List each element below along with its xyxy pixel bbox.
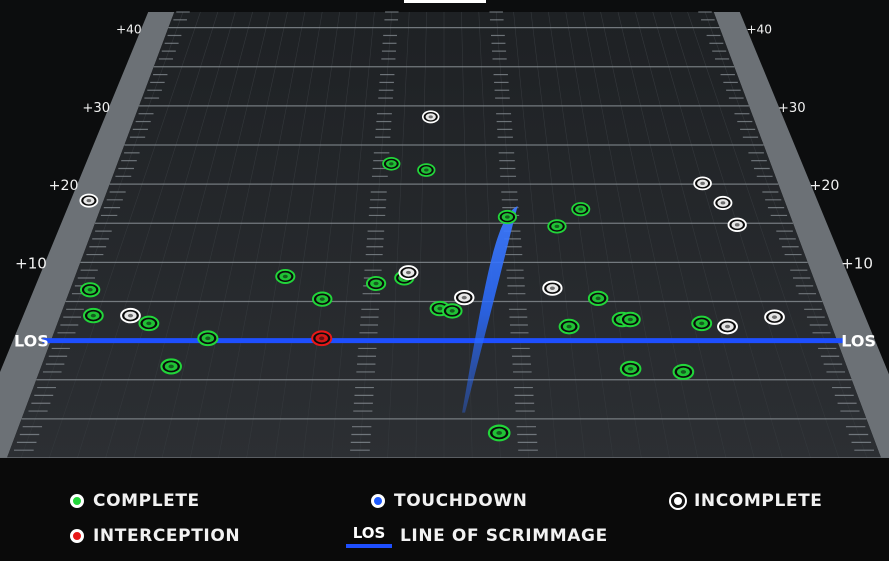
incomplete-point (717, 318, 738, 335)
incomplete-point (727, 217, 747, 232)
legend-label-incomplete: INCOMPLETE (694, 491, 823, 511)
grid-line (359, 11, 393, 458)
complete-point (138, 315, 160, 332)
grid-line (133, 11, 253, 458)
complete-point (619, 311, 641, 328)
incomplete-point (79, 193, 99, 208)
los-legend-badge: LOS (346, 524, 392, 548)
interception-point (311, 330, 333, 347)
grid-line (530, 11, 586, 458)
incomplete-point (542, 280, 563, 296)
complete-point (311, 291, 333, 307)
right-sideline (713, 12, 889, 458)
legend-label-complete: COMPLETE (93, 491, 200, 511)
grid-line (513, 11, 558, 458)
complete-point (275, 269, 296, 284)
complete-marker-icon (70, 494, 84, 508)
complete-point (82, 307, 104, 324)
los-legend-line-icon (346, 544, 392, 548)
interception-marker-icon (70, 529, 84, 543)
legend-label-touchdown: TOUCHDOWN (394, 491, 528, 511)
y-tick-label-right: +30 (778, 101, 806, 116)
legend-item-incomplete: INCOMPLETE (671, 491, 823, 511)
complete-point (382, 157, 401, 171)
incomplete-marker-icon (671, 494, 685, 508)
left-sideline (0, 12, 175, 458)
grid-line (565, 11, 642, 458)
grid-line (669, 11, 811, 458)
grid-line (652, 11, 783, 458)
complete-point (619, 360, 642, 377)
grid-line (687, 11, 840, 458)
legend-item-line-of-scrimmage: LINE OF SCRIMMAGE (400, 526, 608, 546)
grid-line (495, 11, 529, 458)
complete-point (587, 290, 609, 306)
complete-point (497, 209, 517, 225)
grid-line (415, 11, 427, 458)
y-tick-label-left: +30 (82, 101, 110, 116)
grid-line (635, 11, 755, 458)
grid-line (548, 11, 614, 458)
legend-item-complete: COMPLETE (70, 491, 200, 511)
grid-line (600, 11, 699, 458)
grid-line (20, 11, 184, 458)
los-label-left: LOS (14, 332, 49, 351)
incomplete-point (421, 110, 440, 124)
y-tick-label-right: +40 (746, 23, 772, 37)
complete-point (441, 303, 463, 319)
pass-chart-field: +10 +10 +20 +20 +30 +30 +40 +40 LOS LOS (0, 0, 889, 458)
complete-point (197, 330, 219, 347)
grid-line (246, 11, 323, 458)
los-label-right: LOS (841, 332, 876, 351)
complete-point (547, 219, 567, 234)
los-legend-badge-text: LOS (352, 524, 386, 542)
y-tick-label-right: +10 (841, 254, 873, 272)
y-tick-label-left: +10 (15, 254, 47, 272)
grid-line (478, 11, 501, 458)
top-highlight (404, 0, 486, 3)
legend-label-line-of-scrimmage: LINE OF SCRIMMAGE (400, 526, 608, 546)
grid-line (77, 11, 219, 458)
legend-item-interception: INTERCEPTION (70, 526, 240, 546)
grid-line (274, 11, 340, 458)
complete-point (365, 276, 387, 292)
incomplete-point (713, 195, 733, 210)
touchdown-marker-icon (371, 494, 385, 508)
grid-line (105, 11, 236, 458)
grid-line (330, 11, 375, 458)
grid-line (189, 11, 288, 458)
complete-point (417, 163, 436, 177)
incomplete-point (764, 309, 785, 325)
y-tick-label-right: +20 (809, 178, 839, 194)
grid-line (161, 11, 271, 458)
legend-item-touchdown: TOUCHDOWN (371, 491, 528, 511)
y-tick-label-left: +20 (49, 178, 79, 194)
grid-line (218, 11, 306, 458)
touchdown-path (462, 206, 518, 413)
incomplete-point (454, 289, 475, 306)
complete-point (558, 318, 580, 335)
complete-point (672, 363, 695, 380)
legend-label-interception: INTERCEPTION (93, 526, 241, 546)
grid-line (582, 11, 670, 458)
y-tick-label-left: +40 (116, 23, 142, 37)
complete-point (691, 315, 713, 332)
grid-line (48, 11, 201, 458)
complete-point (160, 358, 182, 375)
grid-line (617, 11, 727, 458)
incomplete-point (398, 265, 419, 281)
incomplete-point (120, 307, 141, 324)
incomplete-point (693, 176, 712, 191)
complete-point (487, 424, 511, 442)
legend: COMPLETE TOUCHDOWN INCOMPLETE INTERCEPTI… (0, 458, 889, 561)
complete-point (79, 282, 101, 298)
complete-point (571, 202, 591, 217)
grid-line (704, 11, 868, 458)
grid-line (387, 11, 410, 458)
grid-line (302, 11, 358, 458)
